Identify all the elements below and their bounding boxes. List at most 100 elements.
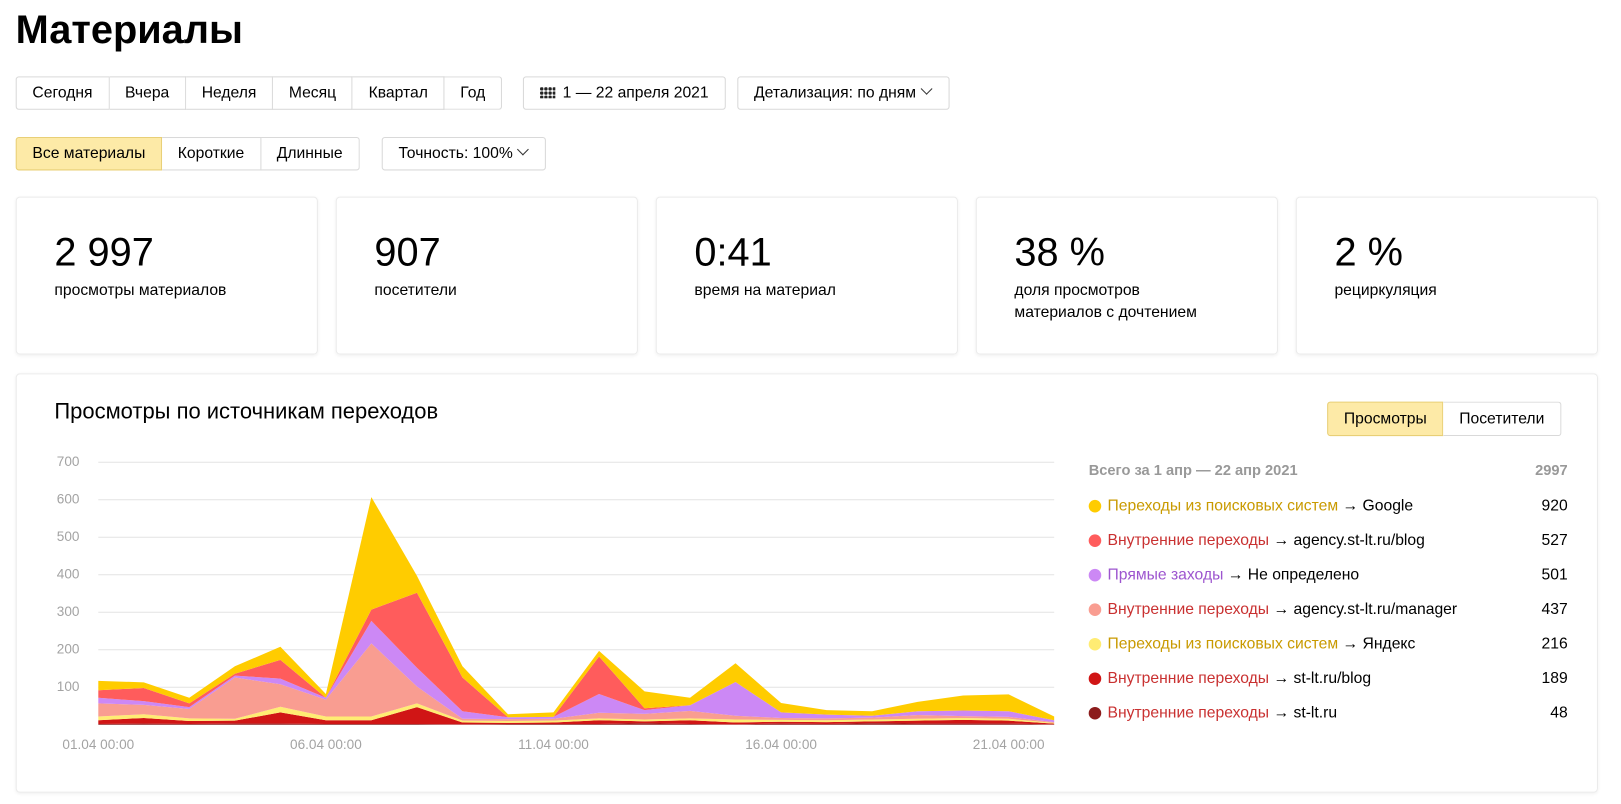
area (98, 707, 1055, 725)
period-button[interactable]: Год (444, 76, 503, 110)
area (98, 703, 1055, 724)
legend-entry[interactable]: Прямые заходы → Не определено 501 (1088, 565, 1568, 600)
metric-value: 907 (374, 231, 441, 276)
legend-dot (1088, 706, 1102, 720)
y-tick-label: 400 (57, 566, 80, 581)
chart-panel: 100 200 300 400 500 600 700 01.04 00:00 06.04 00… (15, 373, 1598, 793)
filter-button[interactable]: Длинные (261, 137, 360, 171)
legend-entry[interactable]: Переходы из поисковых систем → Google 920 (1088, 496, 1568, 531)
area (98, 497, 1055, 721)
legend-dot (1088, 637, 1102, 651)
x-tick-label: 21.04 00:00 (973, 737, 1045, 752)
legend-name: → Google (1342, 496, 1414, 515)
legend-name: → st-lt.ru/blog (1273, 669, 1372, 688)
period-button[interactable]: Квартал (352, 76, 445, 110)
detail-label: Детализация: по дням (754, 83, 917, 102)
x-tick-label: 01.04 00:00 (62, 737, 134, 752)
legend-value: 527 (1541, 531, 1568, 550)
accuracy-label: Точность: 100% (398, 144, 513, 163)
x-tick-label: 11.04 00:00 (518, 737, 589, 752)
page-title: Материалы (15, 8, 243, 53)
metric-value: 0:41 (694, 231, 772, 276)
period-button[interactable]: Вчера (109, 76, 187, 110)
accuracy-button[interactable]: Точность: 100% (381, 137, 547, 171)
filter-button[interactable]: Все материалы (15, 137, 163, 171)
legend-value: 920 (1541, 496, 1568, 515)
metric-label: время на материал (694, 281, 836, 300)
x-tick-label: 06.04 00:00 (290, 737, 362, 752)
period-button[interactable]: Сегодня (15, 76, 110, 110)
legend-title: Всего за 1 апр — 22 апр 2021 (1088, 461, 1298, 478)
y-tick-label: 600 (57, 491, 80, 506)
legend-name: → Не определено (1227, 565, 1360, 584)
legend-value: 189 (1541, 669, 1568, 688)
date-range: 1 — 22 апреля 2021 (562, 83, 709, 102)
calendar-icon (539, 86, 556, 99)
legend-value: 48 (1550, 703, 1568, 722)
legend-name: → agency.st-lt.ru/manager (1273, 600, 1458, 619)
area (98, 620, 1055, 723)
metric-card: 38 % доля просмотров материалов с дочтени… (975, 196, 1278, 355)
y-tick-label: 500 (57, 529, 80, 544)
period-button[interactable]: Неделя (186, 76, 274, 110)
period-button[interactable]: Месяц (273, 76, 353, 110)
legend-dot (1088, 499, 1102, 513)
legend-name: → Яндекс (1342, 634, 1416, 653)
chevron (517, 143, 530, 156)
metric-label: посетители (374, 281, 457, 300)
legend-entry[interactable]: Переходы из поисковых систем → Яндекс 216 (1088, 634, 1568, 669)
y-tick-label: 200 (57, 641, 80, 656)
chevron (920, 82, 933, 95)
legend-value: 437 (1541, 600, 1568, 619)
chart-title: Просмотры по источникам переходов (54, 399, 439, 424)
area (98, 643, 1055, 723)
metric-value: 2 997 (54, 231, 154, 276)
legend-total: 2997 (1535, 461, 1568, 478)
y-tick-label: 700 (57, 454, 80, 469)
legend-header: Всего за 1 апр — 22 апр 2021 2997 (1089, 461, 1568, 496)
legend-source: Прямые заходы (1107, 565, 1224, 584)
legend-entry[interactable]: Внутренние переходы → agency.st-lt.ru/ma… (1088, 599, 1568, 634)
toggle-button[interactable]: Просмотры (1327, 401, 1444, 437)
legend-value: 501 (1541, 565, 1568, 584)
metric-toggle: Просмотры Посетители (1327, 401, 1562, 437)
legend: Всего за 1 апр — 22 апр 2021 2997 Перехо… (1088, 461, 1568, 738)
metric-value: 38 % (1014, 231, 1106, 276)
legend-entry[interactable]: Внутренние переходы → st-lt.ru/blog 189 (1088, 668, 1568, 703)
legend-source: Внутренние переходы (1107, 531, 1270, 550)
detail-button[interactable]: Детализация: по дням (737, 76, 950, 110)
legend-dot (1088, 672, 1102, 686)
y-tick-label: 300 (57, 604, 80, 619)
legend-source: Переходы из поисковых систем (1107, 496, 1339, 515)
legend-source: Внутренние переходы (1107, 600, 1270, 619)
x-tick-label: 16.04 00:00 (745, 737, 817, 752)
legend-dot (1088, 603, 1102, 616)
legend-source: Внутренние переходы (1107, 669, 1270, 688)
filter-group: Все материалы Короткие Длинные (15, 137, 360, 171)
filter-button[interactable]: Короткие (162, 137, 262, 171)
date-range-button[interactable]: 1 — 22 апреля 2021 (522, 76, 726, 110)
toggle-button[interactable]: Посетители (1443, 401, 1562, 437)
metric-card: 907 посетители (335, 196, 638, 355)
period-group: Сегодня Вчера Неделя Месяц Квартал Год (15, 76, 503, 110)
legend-value: 216 (1541, 634, 1568, 653)
legend-entry[interactable]: Внутренние переходы → agency.st-lt.ru/bl… (1088, 530, 1568, 565)
metric-card: 0:41 время на материал (655, 196, 958, 355)
y-tick-label: 100 (57, 679, 80, 694)
chart: 100 200 300 400 500 600 700 01.04 00:00 06.04 00… (57, 454, 1055, 752)
legend-name: → agency.st-lt.ru/blog (1273, 531, 1425, 550)
metric-label: просмотры материалов (54, 281, 227, 300)
metric-label: рециркуляция (1334, 281, 1437, 300)
legend-name: → st-lt.ru (1273, 703, 1338, 722)
legend-dot (1088, 534, 1102, 547)
legend-dot (1088, 568, 1102, 582)
area (98, 723, 1055, 725)
metric-value: 2 % (1334, 231, 1403, 276)
area (98, 592, 1055, 721)
legend-entry[interactable]: Внутренние переходы → st-lt.ru 48 (1088, 703, 1568, 738)
legend-source: Внутренние переходы (1107, 703, 1270, 722)
metric-label: доля просмотров материалов с дочтением (1014, 281, 1197, 322)
metric-card: 2 % рециркуляция (1295, 196, 1598, 355)
